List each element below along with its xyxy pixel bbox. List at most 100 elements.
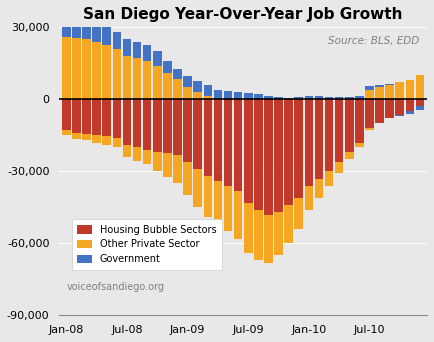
Bar [315,96,323,99]
Bar [284,205,293,243]
Bar [375,99,384,123]
Bar [204,176,212,217]
Bar [395,82,404,99]
Bar [274,99,283,212]
Bar [173,69,182,79]
Bar [325,171,333,186]
Bar [143,150,151,164]
Bar [365,128,374,131]
Bar [264,96,273,99]
Text: Source: BLS, EDD: Source: BLS, EDD [329,36,420,46]
Bar [102,27,111,45]
Bar [416,90,424,99]
Bar [112,99,121,138]
Bar [385,99,394,118]
Bar [194,99,202,169]
Bar [254,99,263,210]
Bar [62,99,71,131]
Bar [133,147,141,160]
Bar [92,23,101,42]
Bar [355,143,364,147]
Bar [112,32,121,49]
Bar [92,99,101,135]
Bar [406,111,414,114]
Bar [406,99,414,111]
Bar [92,135,101,143]
Bar [305,99,313,186]
Bar [335,99,343,162]
Bar [112,49,121,99]
Bar [406,92,414,99]
Bar [355,96,364,99]
Bar [254,94,263,99]
Bar [395,94,404,99]
Bar [264,99,273,214]
Title: San Diego Year-Over-Year Job Growth: San Diego Year-Over-Year Job Growth [83,7,403,22]
Bar [234,99,243,190]
Bar [143,61,151,99]
Bar [254,210,263,260]
Bar [375,85,384,87]
Bar [163,61,172,73]
Bar [204,96,212,99]
Bar [224,91,232,99]
Bar [173,155,182,183]
Bar [244,93,253,99]
Bar [153,152,161,171]
Bar [173,99,182,155]
Bar [375,87,384,99]
Bar [214,99,222,181]
Bar [194,81,202,92]
Bar [284,98,293,99]
Bar [102,45,111,99]
Bar [153,99,161,152]
Bar [244,99,253,202]
Bar [264,214,273,263]
Bar [183,77,192,87]
Bar [163,73,172,99]
Bar [194,169,202,207]
Bar [315,179,323,198]
Bar [224,186,232,231]
Bar [183,162,192,195]
Bar [315,99,323,179]
Bar [365,90,374,99]
Bar [274,212,283,255]
Bar [294,97,303,99]
Bar [284,99,293,205]
Bar [72,38,81,99]
Bar [72,99,81,133]
Bar [102,136,111,145]
Bar [183,99,192,162]
Bar [305,96,313,99]
Text: voiceofsandiego.org: voiceofsandiego.org [67,282,164,292]
Bar [153,66,161,99]
Bar [82,20,91,39]
Bar [345,99,354,152]
Bar [123,39,131,56]
Bar [143,45,151,61]
Bar [355,99,364,143]
Bar [416,75,424,99]
Bar [335,162,343,172]
Bar [62,131,71,135]
Bar [153,51,161,66]
Bar [224,99,232,186]
Bar [123,145,131,157]
Bar [163,99,172,153]
Bar [325,97,333,99]
Bar [416,106,424,110]
Bar [133,99,141,147]
Bar [395,99,404,115]
Bar [183,87,192,99]
Bar [294,198,303,229]
Bar [163,153,172,177]
Bar [133,42,141,58]
Bar [62,37,71,99]
Bar [173,79,182,99]
Legend: Housing Bubble Sectors, Other Private Sector, Government: Housing Bubble Sectors, Other Private Se… [72,219,222,270]
Bar [365,99,374,128]
Bar [214,90,222,99]
Bar [244,202,253,253]
Bar [204,99,212,176]
